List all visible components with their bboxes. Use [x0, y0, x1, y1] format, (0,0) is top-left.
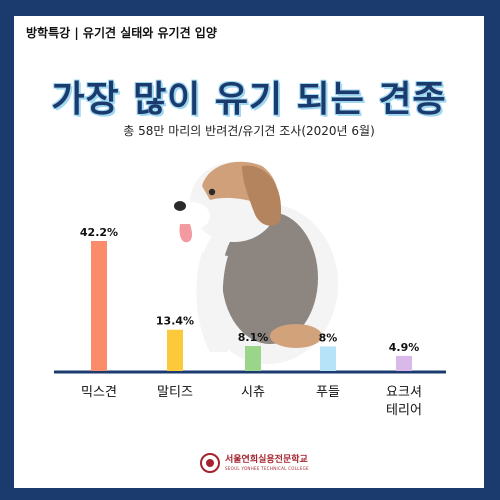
dog-patch: [222, 212, 318, 344]
category-label-1: 믹스견: [81, 385, 117, 400]
bar-2: [167, 329, 183, 371]
dog-illustration: [174, 161, 338, 364]
category-label-4: 푸들: [316, 385, 340, 400]
school-name-ko: 서울연희실용전문학교: [225, 454, 308, 465]
dog-front-leg: [196, 252, 228, 352]
dog-ear: [242, 165, 282, 226]
dog-paw: [270, 324, 322, 348]
bar-5: [396, 355, 412, 371]
school-logo: 서울연희실용전문학교 SEOUL YONHEE TECHNICAL COLLEG…: [200, 453, 309, 473]
bar-4: [320, 346, 336, 371]
header-tag: 방학특강 | 유기견 실태와 유기견 입양: [26, 26, 217, 40]
bar-3: [245, 346, 261, 371]
bar-1: [91, 241, 107, 371]
bar-value-label-4: 8%: [319, 331, 338, 344]
category-label-5: 요크셔 테리어: [386, 385, 422, 418]
bar-value-label-2: 13.4%: [156, 315, 194, 328]
content-card: 방학특강 | 유기견 실태와 유기견 입양 가장 많이 유기 되는 견종 총 5…: [14, 16, 484, 488]
bar-value-label-3: 8.1%: [238, 331, 269, 344]
school-name-en: SEOUL YONHEE TECHNICAL COLLEGE: [225, 465, 309, 471]
page-title: 가장 많이 유기 되는 견종: [51, 79, 447, 120]
dog-nose: [174, 201, 186, 211]
category-label-3: 시츄: [241, 385, 265, 400]
bar-chart: 42.2% 믹스견 13.4% 말티즈 8.1% 시츄 8% 푸들 4.9% 요크셔 테리어: [54, 161, 446, 418]
dog-tongue: [179, 224, 192, 243]
category-label-2: 말티즈: [157, 385, 193, 400]
dog-eye: [208, 188, 216, 196]
page-subtitle: 총 58만 마리의 반려견/유기견 조사(2020년 6월): [123, 124, 375, 138]
school-emblem-icon: [200, 453, 220, 473]
bar-value-label-5: 4.9%: [389, 341, 420, 354]
bar-value-label-1: 42.2%: [80, 226, 118, 239]
